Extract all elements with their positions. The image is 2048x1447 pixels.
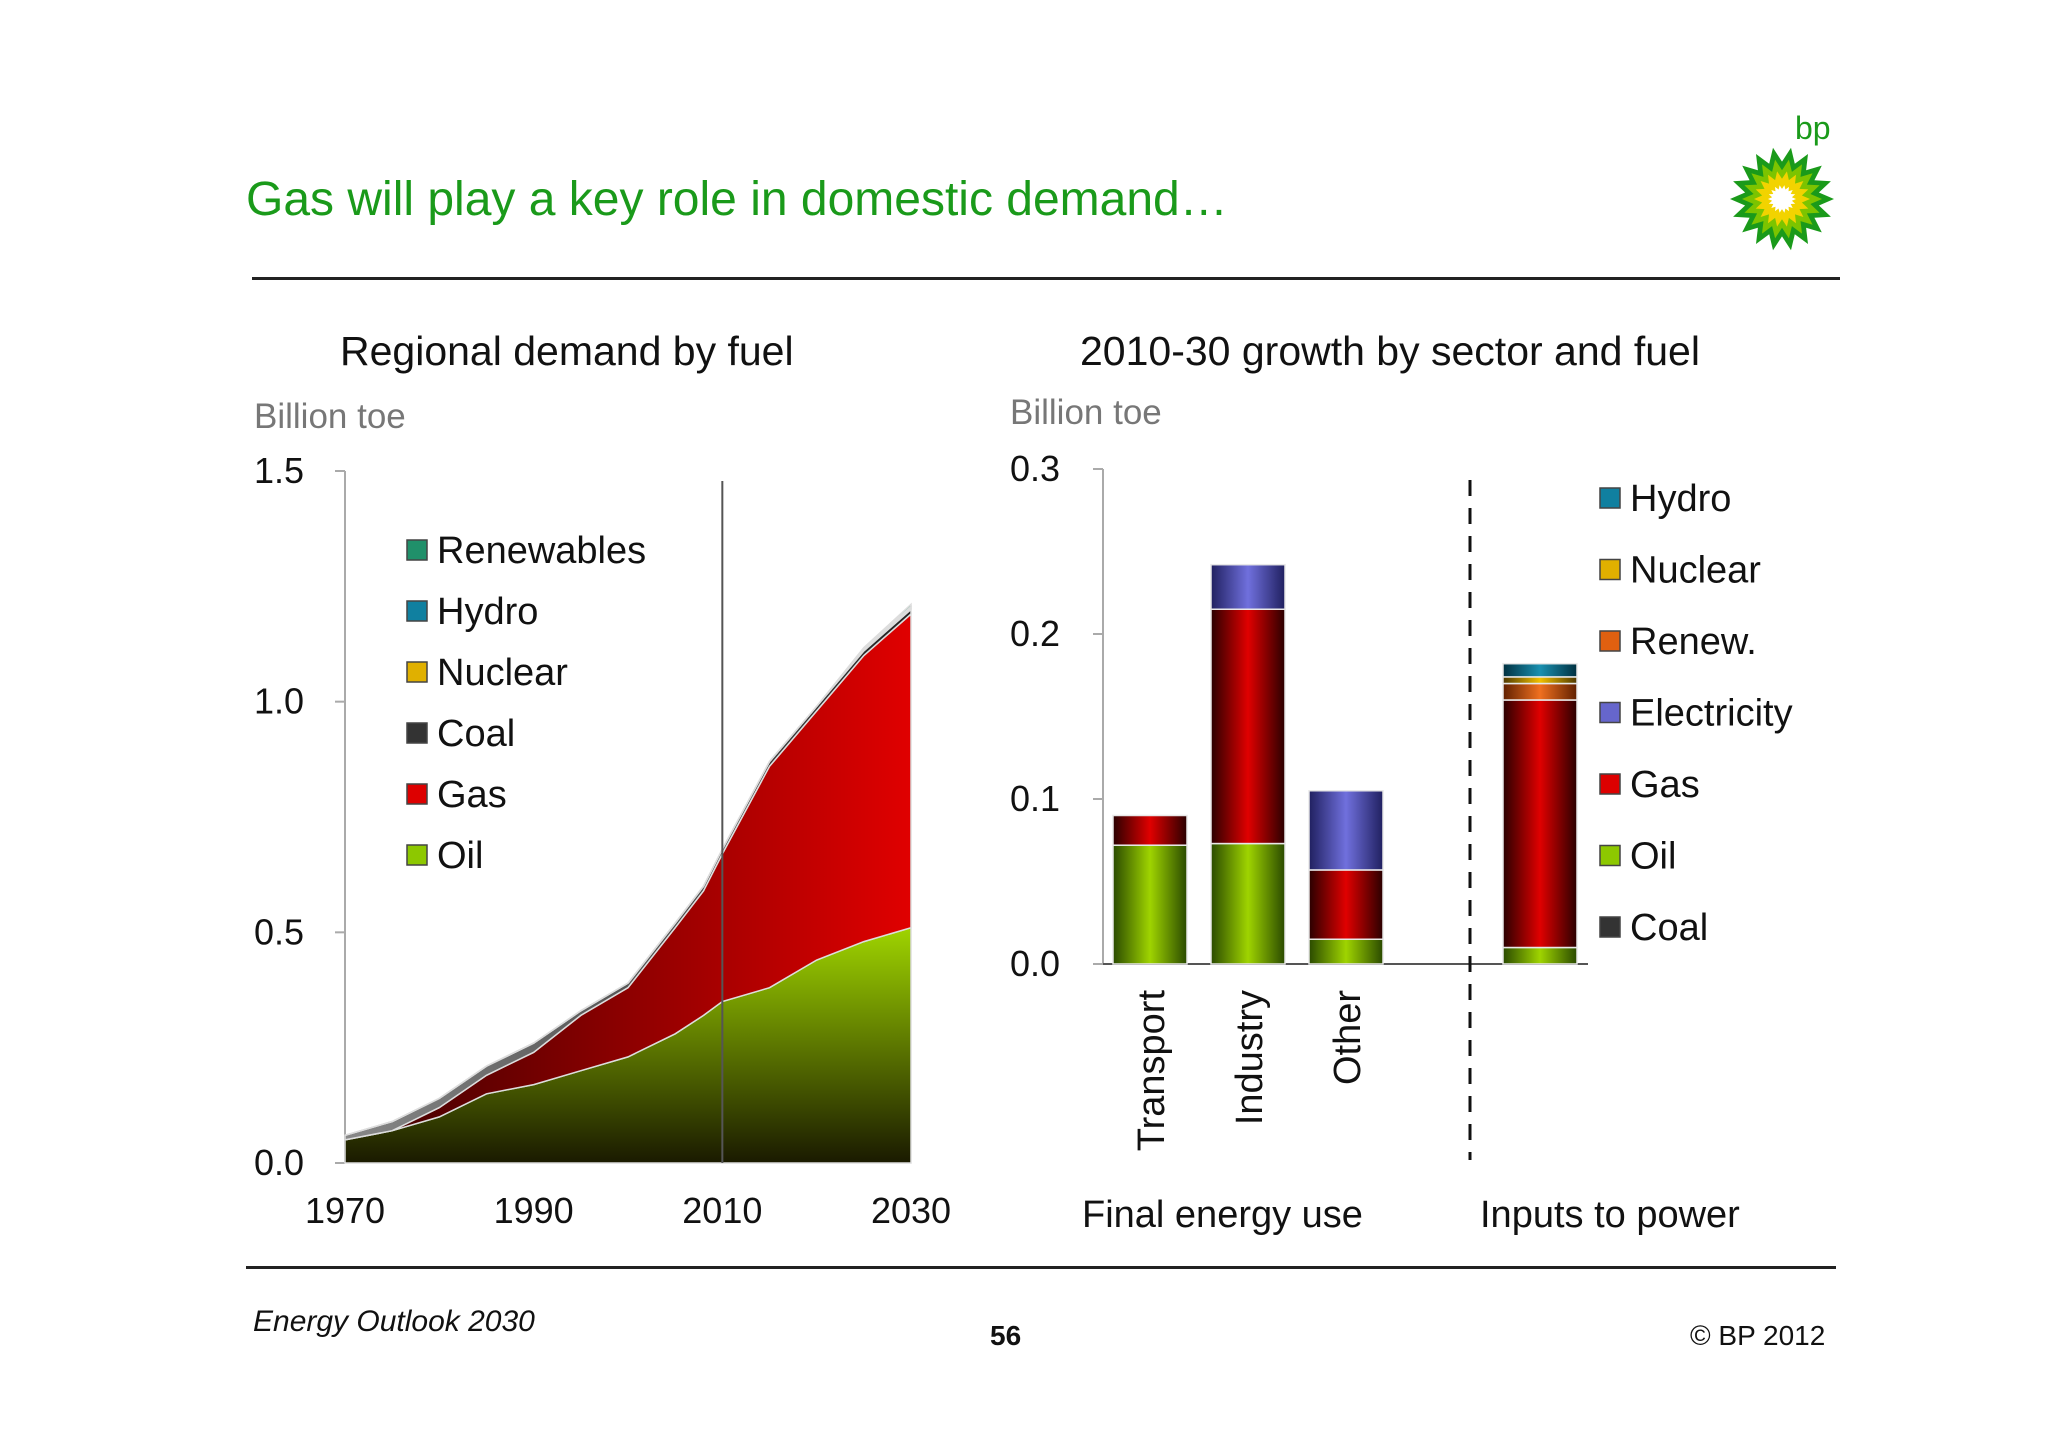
left-x-tick-label: 1970 [305,1190,385,1231]
category-label-industry: Industry [1229,990,1271,1125]
left-x-tick-label: 2030 [871,1190,951,1231]
area-renewables [344,602,912,1137]
right-y-tick-label: 0.2 [1010,613,1060,654]
legend-swatch-nuclear [406,661,428,683]
right-legend-label-gas: Gas [1630,764,1700,806]
left-x-tick-label: 2010 [682,1190,762,1231]
bp-brand-text: bp [1795,110,1831,146]
right-y-tick-label: 0.3 [1010,448,1060,489]
bar-other-gas [1308,869,1384,941]
right-y-tick-label: 0.1 [1010,778,1060,819]
bar-power-renew [1502,682,1578,701]
left-y-tick-label: 0.0 [254,1142,304,1183]
right-chart-ylabel: Billion toe [1010,393,1162,432]
group-label-inputs-power: Inputs to power [1480,1194,1740,1236]
left-chart-ylabel: Billion toe [254,397,406,436]
bar-other-electricity [1308,790,1384,871]
right-legend-label-electricity: Electricity [1630,693,1793,735]
right-legend-swatch-nuclear [1599,558,1621,581]
right-legend-label-hydro: Hydro [1630,478,1731,520]
bar-industry-oil [1210,842,1286,965]
right-chart-title: 2010-30 growth by sector and fuel [1080,328,1700,374]
legend-label-renewables: Renewables [437,530,646,572]
right-legend-swatch-oil [1599,844,1621,867]
legend-swatch-coal [406,722,428,744]
bar-industry-electricity [1210,563,1286,611]
bar-industry-gas [1210,608,1286,845]
left-y-tick-label: 1.5 [254,450,304,491]
bar-power-gas [1502,699,1578,949]
legend-swatch-hydro [406,600,428,622]
logo-ring-3 [1768,185,1796,213]
legend-swatch-oil [406,844,428,866]
right-legend-label-nuclear: Nuclear [1630,550,1761,592]
right-legend-swatch-electricity [1599,701,1621,724]
left-y-tick-label: 0.5 [254,911,304,952]
left-chart-title: Regional demand by fuel [340,328,794,374]
bottom-divider [246,1266,1836,1269]
right-legend-swatch-renew [1599,630,1621,652]
category-label-transport: Transport [1131,990,1173,1152]
legend-label-gas: Gas [437,774,507,816]
left-y-tick-label: 1.0 [254,681,304,722]
right-legend-label-renew: Renew. [1630,621,1757,663]
legend-label-coal: Coal [437,713,515,755]
bar-power-nuclear [1502,676,1578,685]
group-label-final-energy: Final energy use [1082,1194,1363,1236]
right-legend-label-coal: Coal [1630,907,1708,949]
footer-copyright: © BP 2012 [1690,1320,1826,1351]
bar-transport-gas [1112,814,1188,846]
category-label-other: Other [1327,990,1369,1085]
bar-transport-oil [1112,844,1188,965]
bar-power-hydro [1502,662,1578,678]
left-x-tick-label: 1990 [494,1190,574,1231]
footer-publication: Energy Outlook 2030 [253,1305,535,1338]
legend-swatch-gas [406,783,428,805]
right-legend-swatch-coal [1599,916,1621,938]
bp-helios-logo [1730,147,1834,251]
bar-other-oil [1308,938,1384,965]
legend-label-hydro: Hydro [437,591,538,633]
legend-label-oil: Oil [437,835,483,877]
top-divider [252,277,1840,280]
right-legend-swatch-hydro [1599,487,1621,509]
legend-label-nuclear: Nuclear [437,652,568,694]
right-legend-swatch-gas [1599,773,1621,795]
page-title: Gas will play a key role in domestic dem… [246,173,1228,226]
right-y-tick-label: 0.0 [1010,943,1060,984]
right-legend-label-oil: Oil [1630,836,1676,878]
footer-page-number: 56 [990,1320,1022,1351]
legend-swatch-renewables [406,539,428,561]
bar-power-oil [1502,946,1578,965]
